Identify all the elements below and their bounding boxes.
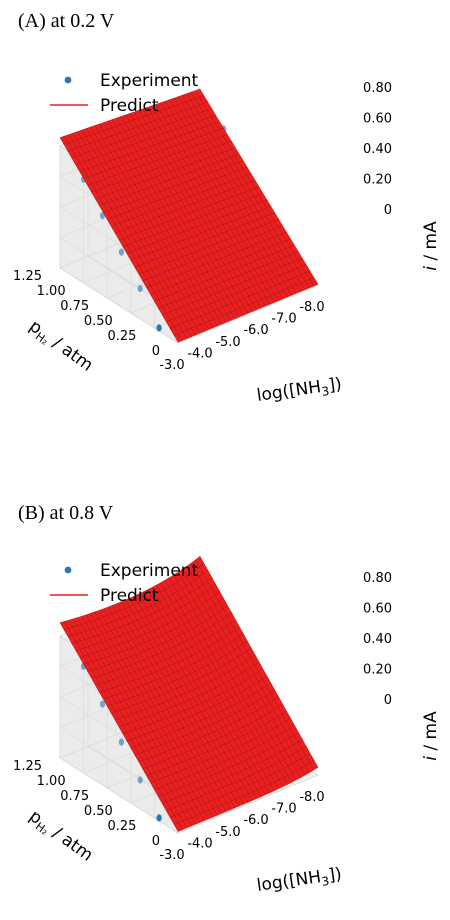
b-z-axis-label: i / mA [421, 711, 441, 761]
b-x-tick-3: -6.0 [243, 813, 268, 828]
a-y-tick-4: 1.00 [37, 284, 66, 299]
b-z-tick-4: 0.80 [363, 571, 392, 586]
a-legend-experiment-marker [64, 76, 72, 84]
a-legend: Experiment Predict [50, 71, 199, 116]
a-x-tick-1: -4.0 [187, 346, 212, 361]
b-x-tick-1: -4.0 [187, 836, 212, 851]
a-z-tick-2: 0.40 [363, 142, 392, 157]
b-y-tick-5: 1.25 [13, 759, 42, 774]
a-x-tick-3: -6.0 [243, 323, 268, 338]
a-legend-predict-label: Predict [100, 96, 159, 116]
b-y-tick-2: 0.50 [84, 804, 113, 819]
a-legend-experiment-label: Experiment [100, 71, 199, 91]
b-ticks: -3.0-4.0-5.0-6.0-7.0-8.0 0 0.250.500.751.0… [13, 571, 392, 863]
b-z-tick-2: 0.40 [363, 632, 392, 647]
b-z-tick-0: 0 [384, 693, 392, 708]
b-y-tick-3: 0.75 [60, 789, 89, 804]
b-x-tick-4: -7.0 [271, 802, 296, 817]
chart-b: -3.0-4.0-5.0-6.0-7.0-8.0 0 0.250.500.751.0… [13, 555, 441, 898]
a-data-point-12 [118, 248, 124, 256]
a-z-tick-3: 0.60 [363, 112, 392, 127]
a-x-axis-label: log([NH3]) [256, 374, 344, 408]
b-data-point-0 [156, 814, 162, 822]
a-grid-y-floor-0 [177, 284, 319, 344]
a-y-tick-3: 0.75 [60, 299, 89, 314]
b-y-tick-4: 1.00 [37, 774, 66, 789]
b-y-tick-1: 0.25 [107, 819, 136, 834]
a-z-tick-4: 0.80 [363, 81, 392, 96]
a-y-tick-1: 0.25 [107, 329, 136, 344]
b-legend-experiment-marker [64, 566, 72, 574]
b-x-tick-5: -8.0 [299, 790, 324, 805]
a-x-tick-4: -7.0 [271, 312, 296, 327]
b-surface-cell-31-0 [309, 759, 319, 771]
b-legend-experiment-label: Experiment [100, 561, 199, 581]
b-z-tick-3: 0.60 [363, 602, 392, 617]
b-data-point-6 [137, 776, 143, 784]
a-x-tick-2: -5.0 [215, 335, 240, 350]
a-x-tick-5: -8.0 [299, 300, 324, 315]
a-x-tick-0: -3.0 [159, 358, 184, 373]
a-z-tick-0: 0 [384, 203, 392, 218]
b-y-tick-0: 0 [152, 834, 160, 849]
a-z-tick-1: 0.20 [363, 173, 392, 188]
a-ticks: -3.0-4.0-5.0-6.0-7.0-8.0 0 0.250.500.751.0… [13, 81, 392, 373]
a-y-tick-0: 0 [152, 344, 160, 359]
a-surface-cell-31-0 [309, 277, 319, 287]
a-y-tick-2: 0.50 [84, 314, 113, 329]
panel-b-title: (B) at 0.8 V [18, 502, 114, 524]
b-data-point-18 [99, 700, 106, 708]
b-data-point-12 [118, 738, 124, 746]
b-legend-predict-label: Predict [100, 586, 159, 606]
b-grid-y-floor-0 [177, 774, 319, 834]
a-z-axis-label: i / mA [421, 221, 441, 271]
a-predict-surface [59, 88, 319, 343]
b-x-tick-2: -5.0 [215, 825, 240, 840]
a-data-point-0 [156, 324, 162, 332]
b-predict-surface [59, 555, 319, 832]
b-x-axis-label: log([NH3]) [256, 864, 344, 898]
b-z-tick-1: 0.20 [363, 663, 392, 678]
panel-a-title: (A) at 0.2 V [18, 10, 115, 32]
chart-a: -3.0-4.0-5.0-6.0-7.0-8.0 0 0.250.500.751.0… [13, 71, 441, 408]
a-y-tick-5: 1.25 [13, 269, 42, 284]
b-legend: Experiment Predict [50, 561, 199, 606]
b-x-tick-0: -3.0 [159, 848, 184, 863]
a-data-point-6 [137, 284, 143, 293]
